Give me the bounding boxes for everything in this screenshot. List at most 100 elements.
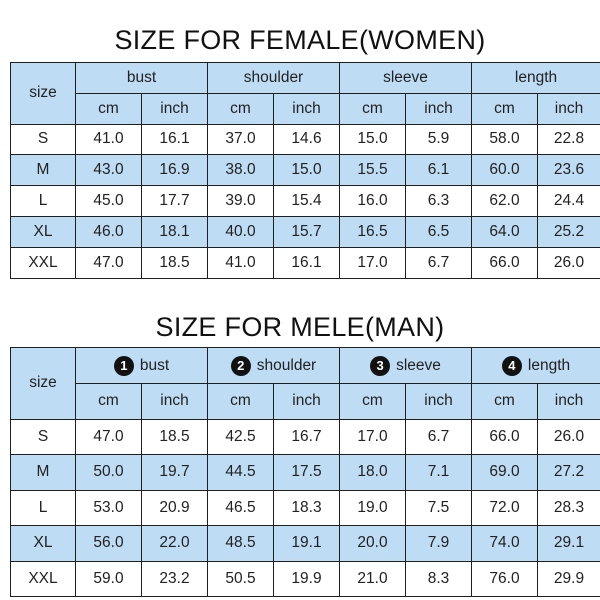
value-cell: 6.3 — [405, 185, 472, 217]
unit-cm-header: cm — [339, 92, 406, 125]
sleeve-header: 3 sleeve — [339, 347, 472, 384]
value-cell: 18.3 — [273, 489, 340, 526]
number-4-icon: 4 — [501, 355, 522, 376]
value-cell: 76.0 — [471, 560, 538, 597]
value-cell: 22.8 — [536, 123, 600, 156]
number-1-icon: 1 — [113, 355, 134, 376]
size-cell: L — [10, 489, 76, 526]
table-row: S 47.0 18.5 42.5 16.7 17.0 6.7 66.0 26.0 — [10, 418, 600, 455]
size-header: size — [10, 62, 76, 125]
size-cell: S — [10, 418, 76, 455]
unit-inch-header: inch — [405, 92, 472, 125]
female-size-title: SIZE FOR FEMALE(WOMEN) — [114, 25, 486, 55]
value-cell: 8.3 — [405, 560, 472, 597]
value-cell: 17.5 — [273, 454, 340, 491]
value-cell: 39.0 — [207, 185, 274, 217]
value-cell: 50.5 — [207, 560, 274, 597]
male-size-table: size 1 bust 2 shoulder 3 sleeve 4 length cm … — [10, 347, 600, 597]
unit-cm-header: cm — [75, 92, 142, 125]
female-size-table: size bust shoulder sleeve length cm inch… — [10, 62, 600, 279]
value-cell: 6.7 — [405, 418, 472, 455]
shoulder-header: shoulder — [207, 62, 340, 94]
value-cell: 29.1 — [536, 525, 600, 562]
unit-cm-header: cm — [471, 92, 538, 125]
table-row: M 43.0 16.9 38.0 15.0 15.5 6.1 60.0 23.6 — [10, 154, 600, 187]
size-cell: XL — [10, 525, 76, 562]
male-size-title: SIZE FOR MELE(MAN) — [155, 312, 445, 342]
length-label: length — [527, 356, 571, 374]
number-2-icon: 2 — [230, 355, 251, 376]
value-cell: 41.0 — [207, 246, 274, 279]
value-cell: 20.0 — [339, 525, 406, 562]
number-3-icon: 3 — [370, 355, 391, 376]
value-cell: 40.0 — [207, 215, 274, 248]
value-cell: 74.0 — [471, 525, 538, 562]
value-cell: 59.0 — [75, 560, 142, 597]
value-cell: 28.3 — [536, 489, 600, 526]
value-cell: 62.0 — [471, 185, 538, 217]
value-cell: 17.0 — [339, 246, 406, 279]
value-cell: 50.0 — [75, 454, 142, 491]
value-cell: 15.0 — [273, 154, 340, 187]
value-cell: 6.1 — [405, 154, 472, 187]
value-cell: 16.9 — [141, 154, 208, 187]
value-cell: 18.5 — [141, 246, 208, 279]
unit-inch-header: inch — [273, 92, 340, 125]
unit-cm-header: cm — [339, 383, 406, 420]
value-cell: 46.5 — [207, 489, 274, 526]
value-cell: 21.0 — [339, 560, 406, 597]
value-cell: 56.0 — [75, 525, 142, 562]
value-cell: 14.6 — [273, 123, 340, 156]
value-cell: 72.0 — [471, 489, 538, 526]
value-cell: 38.0 — [207, 154, 274, 187]
size-header: size — [10, 347, 76, 420]
unit-cm-header: cm — [207, 92, 274, 125]
value-cell: 15.0 — [339, 123, 406, 156]
value-cell: 17.0 — [339, 418, 406, 455]
table-row: XXL 47.0 18.5 41.0 16.1 17.0 6.7 66.0 26… — [10, 246, 600, 279]
table-row: XL 56.0 22.0 48.5 19.1 20.0 7.9 74.0 29.… — [10, 525, 600, 562]
value-cell: 7.5 — [405, 489, 472, 526]
size-cell: M — [10, 454, 76, 491]
value-cell: 23.6 — [536, 154, 600, 187]
value-cell: 18.1 — [141, 215, 208, 248]
value-cell: 19.1 — [273, 525, 340, 562]
table-row: M 50.0 19.7 44.5 17.5 18.0 7.1 69.0 27.2 — [10, 454, 600, 491]
value-cell: 15.7 — [273, 215, 340, 248]
value-cell: 19.0 — [339, 489, 406, 526]
value-cell: 16.1 — [141, 123, 208, 156]
value-cell: 58.0 — [471, 123, 538, 156]
value-cell: 20.9 — [141, 489, 208, 526]
size-cell: S — [10, 123, 76, 156]
value-cell: 60.0 — [471, 154, 538, 187]
value-cell: 19.9 — [273, 560, 340, 597]
length-header: length — [470, 62, 600, 94]
value-cell: 66.0 — [471, 418, 538, 455]
shoulder-header: 2 shoulder — [207, 347, 340, 384]
unit-inch-header: inch — [536, 92, 600, 125]
value-cell: 47.0 — [75, 246, 142, 279]
value-cell: 16.1 — [273, 246, 340, 279]
shoulder-label: shoulder — [256, 356, 317, 374]
table-row: XL 46.0 18.1 40.0 15.7 16.5 6.5 64.0 25.… — [10, 215, 600, 248]
unit-inch-header: inch — [405, 383, 472, 420]
unit-inch-header: inch — [536, 383, 600, 420]
value-cell: 43.0 — [75, 154, 142, 187]
value-cell: 17.7 — [141, 185, 208, 217]
value-cell: 18.5 — [141, 418, 208, 455]
value-cell: 16.7 — [273, 418, 340, 455]
value-cell: 66.0 — [471, 246, 538, 279]
value-cell: 18.0 — [339, 454, 406, 491]
value-cell: 19.7 — [141, 454, 208, 491]
value-cell: 23.2 — [141, 560, 208, 597]
value-cell: 47.0 — [75, 418, 142, 455]
value-cell: 5.9 — [405, 123, 472, 156]
unit-inch-header: inch — [141, 92, 208, 125]
value-cell: 26.0 — [536, 418, 600, 455]
unit-inch-header: inch — [273, 383, 340, 420]
value-cell: 45.0 — [75, 185, 142, 217]
table-row: XXL 59.0 23.2 50.5 19.9 21.0 8.3 76.0 29… — [10, 560, 600, 597]
unit-cm-header: cm — [75, 383, 142, 420]
value-cell: 24.4 — [536, 185, 600, 217]
value-cell: 22.0 — [141, 525, 208, 562]
